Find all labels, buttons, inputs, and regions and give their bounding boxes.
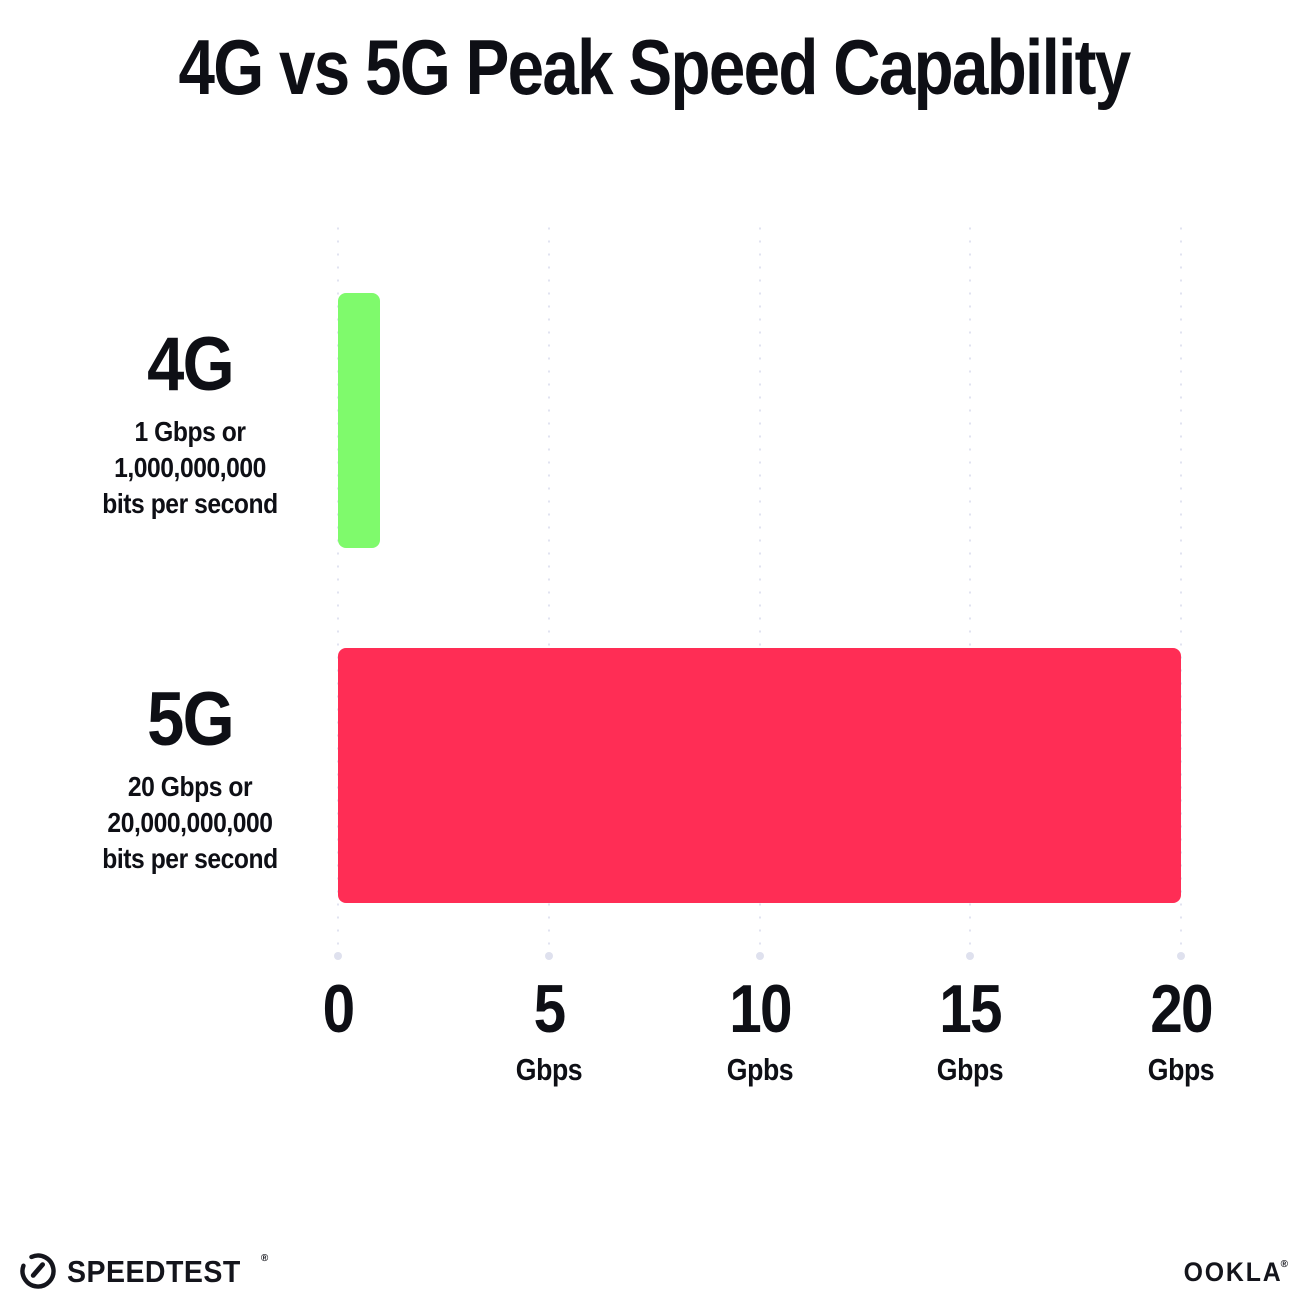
bar-5g — [338, 648, 1181, 903]
category-name-4g: 4G — [147, 322, 234, 407]
x-tick-0: 0 — [322, 971, 356, 1083]
x-tick-unit — [323, 1052, 354, 1083]
category-sub-4g-line3: bits per second — [102, 487, 278, 519]
category-sub-5g-line1: 20 Gbps or — [127, 770, 253, 802]
x-tick-unit: Gpbs — [726, 1052, 793, 1087]
ookla-logo: OOKLA ® — [1175, 1259, 1288, 1286]
category-name-5g: 5G — [147, 677, 234, 762]
x-tick-20: 20 Gbps — [1147, 971, 1215, 1088]
speedtest-registered-mark: ® — [260, 1253, 269, 1264]
category-sub-5g-line2: 20,000,000,000 — [107, 806, 273, 838]
x-tick-value: 5 — [533, 971, 566, 1047]
gridline-20 — [1177, 222, 1185, 960]
grid-layer — [334, 222, 1185, 960]
x-tick-10: 10 Gpbs — [726, 971, 793, 1088]
speedtest-wordmark: SPEEDTEST — [67, 1253, 241, 1289]
ookla-registered-mark: ® — [1280, 1259, 1288, 1270]
x-tick-value: 15 — [939, 971, 1002, 1047]
category-sub-5g-line3: bits per second — [102, 842, 278, 874]
category-label-4g: 4G 1 Gbps or 1,000,000,000 bits per seco… — [67, 326, 313, 522]
category-sub-4g-line1: 1 Gbps or — [134, 415, 246, 447]
chart-title: 4G vs 5G Peak Speed Capability — [178, 23, 1131, 111]
speedtest-gauge-icon — [20, 1253, 56, 1289]
gridline-5 — [544, 222, 553, 960]
x-tick-unit: Gbps — [937, 1052, 1004, 1087]
gridline-15 — [966, 222, 975, 960]
x-tick-unit: Gbps — [515, 1052, 583, 1087]
speedtest-logo: SPEEDTEST ® — [18, 1251, 268, 1291]
plot-area — [334, 222, 1185, 960]
bar-4g — [338, 293, 381, 548]
x-axis: 0 5 Gbps 10 Gpbs 15 Gbps 20 Gbps — [323, 971, 1215, 1105]
x-tick-value: 10 — [728, 971, 792, 1047]
x-tick-unit: Gbps — [1147, 1052, 1215, 1087]
gridline-10 — [755, 222, 764, 960]
ookla-wordmark: OOKLA — [1183, 1257, 1283, 1287]
category-sub-4g-line2: 1,000,000,000 — [114, 451, 266, 483]
category-label-5g: 5G 20 Gbps or 20,000,000,000 bits per se… — [67, 681, 313, 877]
x-tick-value: 20 — [1150, 971, 1213, 1047]
x-tick-5: 5 Gbps — [515, 971, 583, 1088]
x-tick-15: 15 Gbps — [937, 971, 1004, 1088]
gridline-0 — [334, 222, 342, 960]
x-tick-value: 0 — [322, 971, 356, 1047]
